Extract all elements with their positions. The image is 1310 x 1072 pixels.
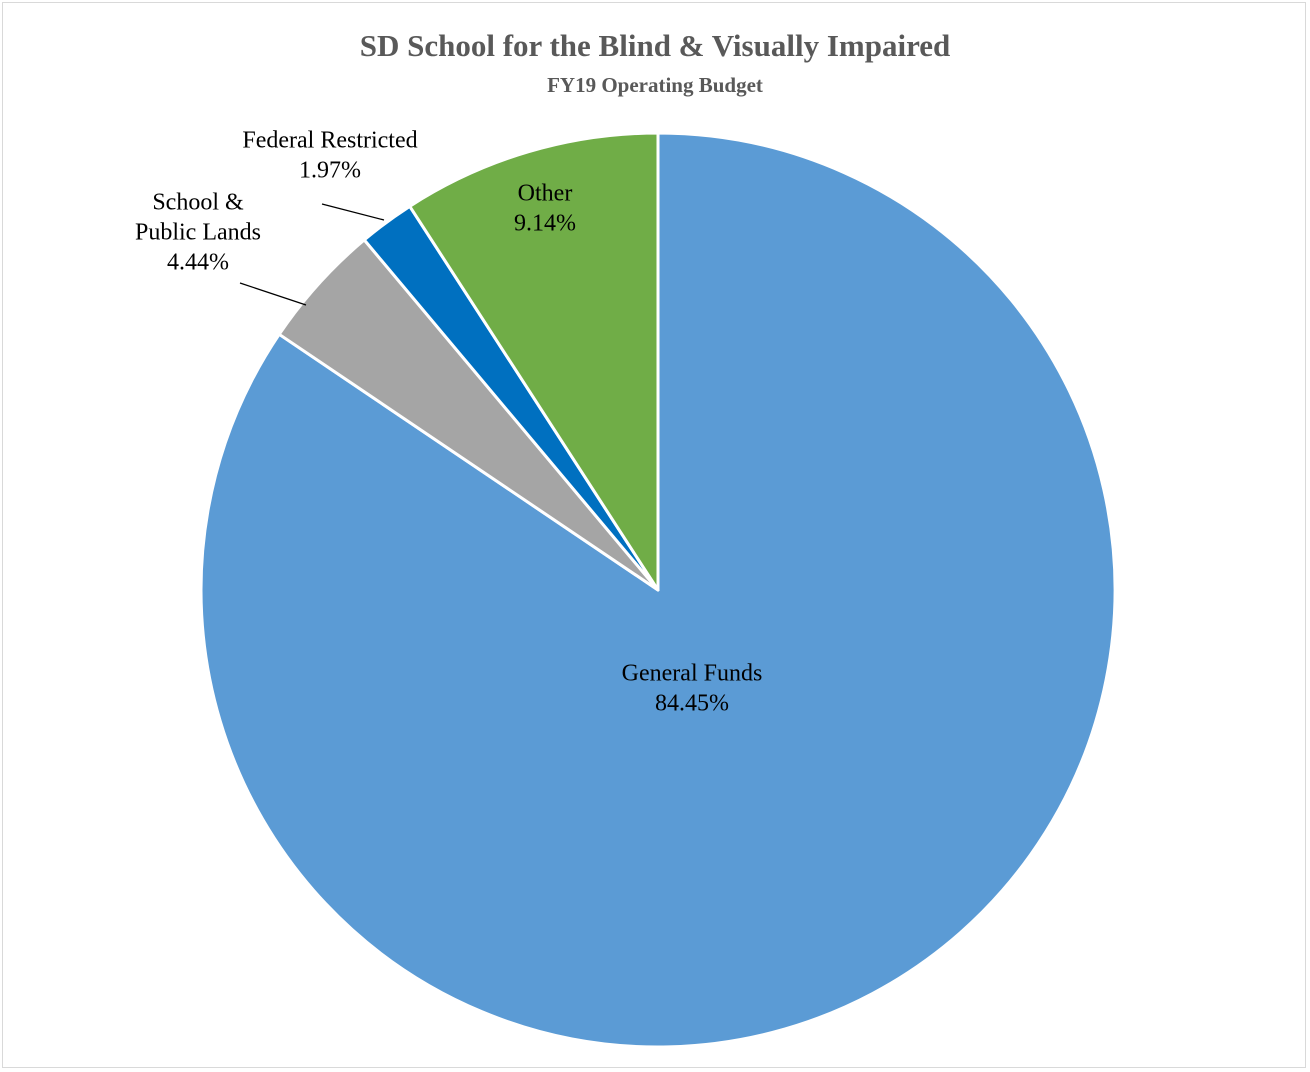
data-label-value-other: 9.14%: [514, 211, 576, 237]
chart-title: SD School for the Blind & Visually Impai…: [359, 28, 951, 63]
leader-line-school-public-lands: [239, 282, 307, 306]
data-label-category-federal-restricted: Federal Restricted: [242, 128, 417, 154]
data-label-category-school-public-lands: School &: [152, 190, 244, 216]
chart-subtitle: FY19 Operating Budget: [547, 73, 763, 97]
data-label-value-general-funds: 84.45%: [655, 691, 729, 717]
data-label-category-school-public-lands: Public Lands: [135, 220, 261, 246]
data-label-category-general-funds: General Funds: [622, 661, 763, 687]
data-label-value-federal-restricted: 1.97%: [299, 158, 361, 184]
leader-line-federal-restricted: [321, 203, 385, 221]
pie-slice-other: [408, 131, 660, 592]
data-label-value-school-public-lands: 4.44%: [167, 250, 229, 276]
data-label-category-other: Other: [518, 181, 573, 207]
